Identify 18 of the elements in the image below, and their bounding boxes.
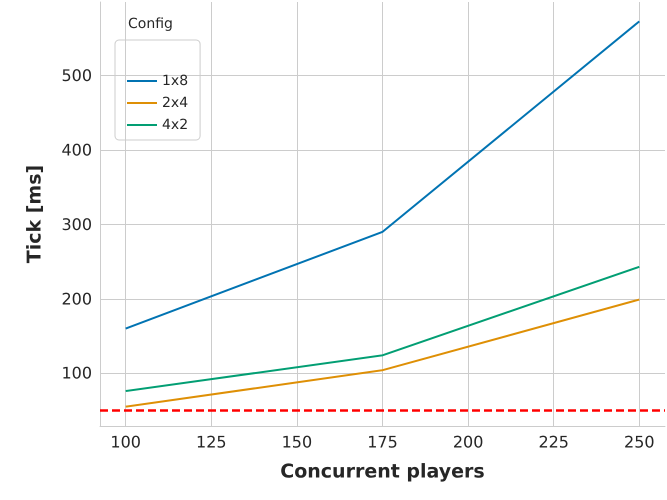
legend-label: 4x2 <box>162 117 188 133</box>
legend-label: 1x8 <box>162 73 188 89</box>
y-tick-label: 200 <box>61 289 92 308</box>
legend-title: Config <box>128 16 173 32</box>
x-tick-label: 125 <box>196 432 227 452</box>
y-axis-title: Tick [ms] <box>24 164 46 264</box>
y-tick-label: 500 <box>61 66 92 86</box>
y-tick-label: 300 <box>61 214 92 234</box>
y-tick-label: 100 <box>61 364 92 383</box>
legend-label: 2x4 <box>162 95 188 111</box>
y-tick-label: 400 <box>61 140 92 160</box>
x-tick-label: 200 <box>452 432 484 452</box>
x-tick-label: 100 <box>110 432 141 452</box>
x-tick-label: 250 <box>624 432 655 452</box>
x-tick-label: 175 <box>367 432 398 452</box>
x-tick-label: 225 <box>538 432 569 452</box>
x-axis-title: Concurrent players <box>280 460 485 482</box>
x-tick-label: 150 <box>282 432 312 452</box>
